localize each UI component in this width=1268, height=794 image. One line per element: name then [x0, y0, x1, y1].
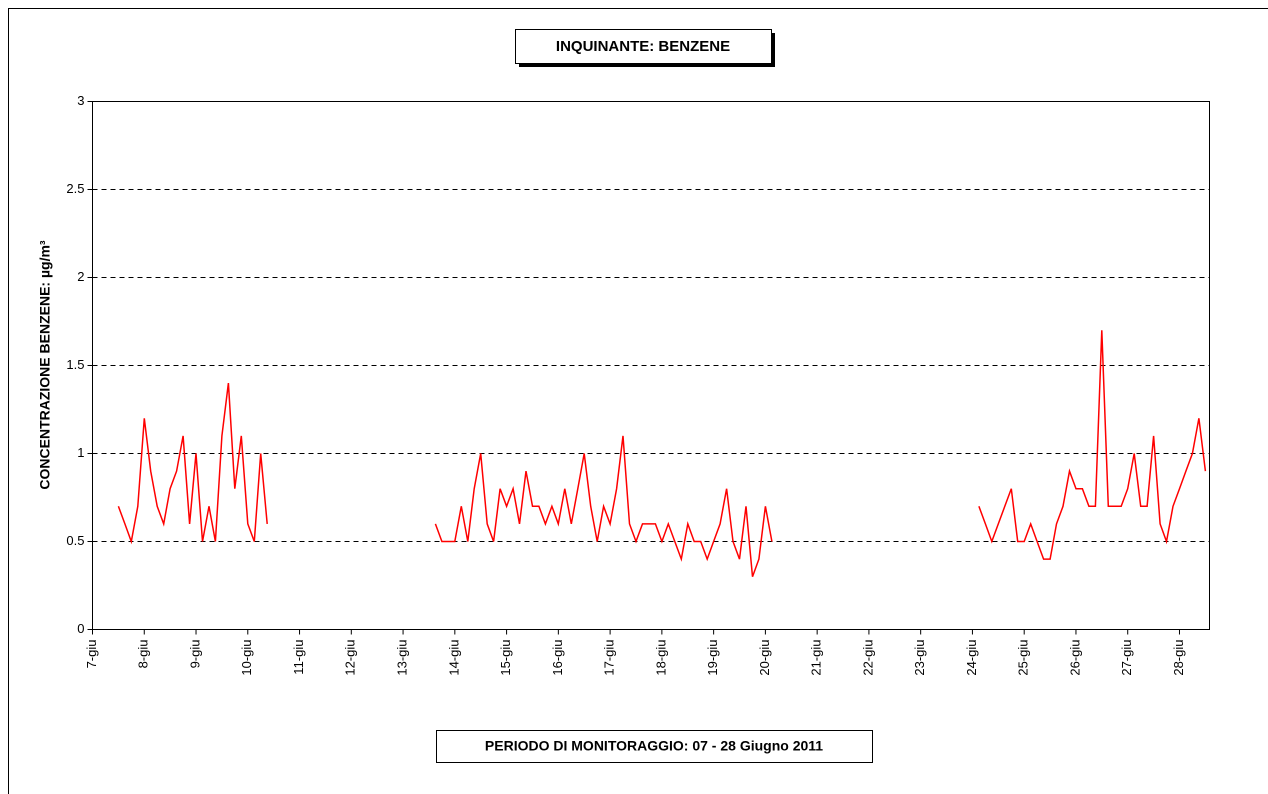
x-tick-label: 7-giu — [84, 640, 99, 669]
x-tick-label: 28-giu — [1171, 640, 1186, 676]
y-tick-label: 0 — [77, 621, 84, 636]
x-label-box — [436, 730, 873, 763]
y-tick-label: 1 — [77, 445, 84, 460]
x-tick-label: 17-giu — [602, 640, 617, 676]
title-box — [515, 29, 772, 64]
x-tick-label: 9-giu — [187, 640, 202, 669]
x-tick-label: 20-giu — [757, 640, 772, 676]
x-tick-label: 21-giu — [809, 640, 824, 676]
plot-frame — [92, 101, 1210, 630]
x-tick-label: 27-giu — [1119, 640, 1134, 676]
data-line — [117, 330, 1207, 577]
x-tick-label: 13-giu — [395, 640, 410, 676]
x-tick-label: 10-giu — [239, 640, 254, 676]
chart-title: INQUINANTE: BENZENE — [556, 38, 730, 55]
x-axis-label: PERIODO DI MONITORAGGIO: 07 - 28 Giugno … — [485, 738, 823, 754]
outer-frame — [8, 8, 1268, 794]
x-tick-label: 26-giu — [1067, 640, 1082, 676]
y-tick-label: 2.5 — [66, 181, 84, 196]
x-tick-label: 16-giu — [550, 640, 565, 676]
y-tick-label: 1.5 — [66, 357, 84, 372]
x-tick-label: 14-giu — [446, 640, 461, 676]
y-tick-label: 0.5 — [66, 533, 84, 548]
y-tick-label: 2 — [77, 269, 84, 284]
x-tick-label: 22-giu — [860, 640, 875, 676]
x-tick-label: 23-giu — [912, 640, 927, 676]
x-tick-label: 8-giu — [136, 640, 151, 669]
plot: 0 0.5 1 1.5 2 2.5 3 7-giu 8-giu 9-giu 10-giu 11-giu… — [66, 93, 1210, 676]
x-tick-label: 15-giu — [498, 640, 513, 676]
x-tick-label: 19-giu — [705, 640, 720, 676]
x-tick-label: 24-giu — [964, 640, 979, 676]
y-tick-label: 3 — [77, 93, 84, 108]
x-tick-label: 11-giu — [291, 640, 306, 675]
x-tick-label: 25-giu — [1016, 640, 1031, 676]
x-tick-label: 18-giu — [653, 640, 668, 676]
x-tick-label: 12-giu — [343, 640, 358, 676]
y-axis-label: CONCENTRAZIONE BENZENE: µg/m³ — [37, 240, 53, 490]
